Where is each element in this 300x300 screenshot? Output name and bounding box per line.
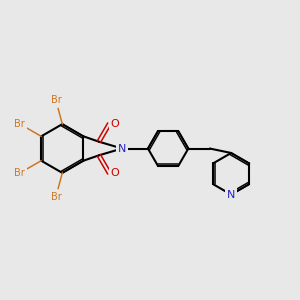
Text: Br: Br <box>14 168 25 178</box>
Text: Br: Br <box>51 192 61 202</box>
Text: O: O <box>110 168 119 178</box>
Text: Br: Br <box>14 119 25 129</box>
Text: N: N <box>118 143 126 154</box>
Text: Br: Br <box>51 95 61 105</box>
Text: O: O <box>110 119 119 129</box>
Text: N: N <box>227 190 235 200</box>
